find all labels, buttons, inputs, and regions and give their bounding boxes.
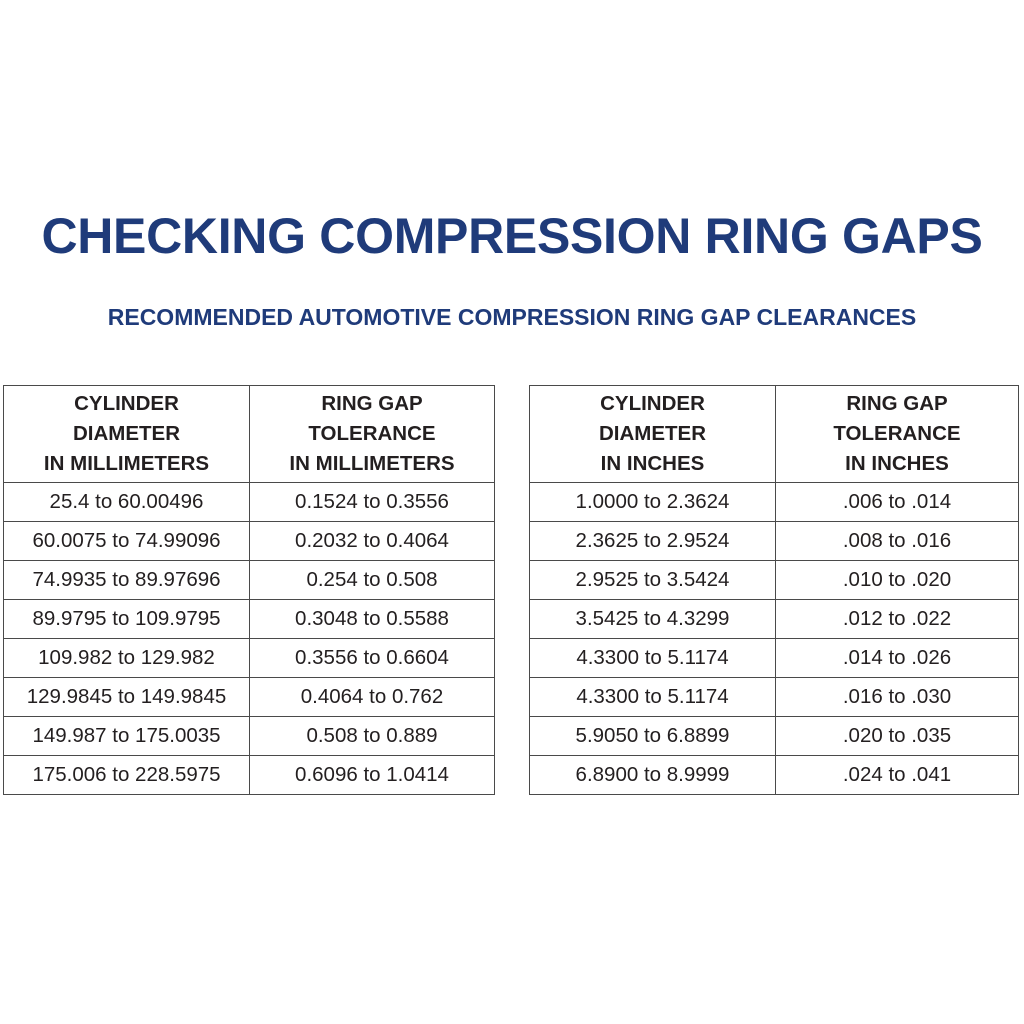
cylinder-diameter-cell: 74.9935 to 89.97696 bbox=[3, 560, 250, 600]
cylinder-diameter-cell: 5.9050 to 6.8899 bbox=[529, 716, 776, 756]
ring-gap-tolerance-header: RING GAP TOLERANCE IN MILLIMETERS bbox=[249, 385, 495, 483]
cylinder-diameter-cell: 4.3300 to 5.1174 bbox=[529, 638, 776, 678]
table-row: 149.987 to 175.0035 0.508 to 0.889 bbox=[3, 716, 495, 756]
ring-gap-tolerance-cell: 0.3556 to 0.6604 bbox=[249, 638, 495, 678]
cylinder-diameter-cell: 149.987 to 175.0035 bbox=[3, 716, 250, 756]
cylinder-diameter-cell: 60.0075 to 74.99096 bbox=[3, 521, 250, 561]
table-row: 1.0000 to 2.3624.006 to .014 bbox=[529, 482, 1019, 522]
ring-gap-tolerance-cell: .012 to .022 bbox=[775, 599, 1019, 639]
cylinder-diameter-header: CYLINDER DIAMETER IN MILLIMETERS bbox=[3, 385, 250, 483]
table-row: 4.3300 to 5.1174.016 to .030 bbox=[529, 677, 1019, 717]
ring-gap-tolerance-cell: 0.1524 to 0.3556 bbox=[249, 482, 495, 522]
table-row: 2.9525 to 3.5424.010 to .020 bbox=[529, 560, 1019, 600]
ring-gap-tolerance-cell: .024 to .041 bbox=[775, 755, 1019, 795]
header-line: RING GAP bbox=[321, 392, 423, 415]
table-row: 129.9845 to 149.9845 0.4064 to 0.762 bbox=[3, 677, 495, 717]
ring-gap-tolerance-cell: .008 to .016 bbox=[775, 521, 1019, 561]
header-line: IN INCHES bbox=[600, 452, 705, 475]
header-line: DIAMETER bbox=[72, 422, 181, 445]
ring-gap-tolerance-cell: 0.508 to 0.889 bbox=[249, 716, 495, 756]
header-line: CYLINDER bbox=[74, 392, 179, 415]
table-row: 3.5425 to 4.3299.012 to .022 bbox=[529, 599, 1019, 639]
cylinder-diameter-cell: 2.9525 to 3.5424 bbox=[529, 560, 776, 600]
header-line: IN MILLIMETERS bbox=[289, 452, 455, 475]
ring-gap-tolerance-cell: .020 to .035 bbox=[775, 716, 1019, 756]
cylinder-diameter-header: CYLINDER DIAMETER IN INCHES bbox=[529, 385, 776, 483]
page-title: CHECKING COMPRESSION RING GAPS bbox=[0, 206, 1024, 266]
header-row: CYLINDER DIAMETER IN INCHES RING GAP TOLERAN… bbox=[529, 385, 1019, 483]
header-line: CYLINDER bbox=[600, 392, 705, 415]
ring-gap-tolerance-cell: .014 to .026 bbox=[775, 638, 1019, 678]
imperial-ring-gap-table: CYLINDER DIAMETER IN INCHES RING GAP TOLERAN… bbox=[529, 385, 1019, 795]
cylinder-diameter-cell: 6.8900 to 8.9999 bbox=[529, 755, 776, 795]
header-line: IN MILLIMETERS bbox=[43, 452, 210, 475]
ring-gap-tolerance-cell: .016 to .030 bbox=[775, 677, 1019, 717]
page-subtitle: RECOMMENDED AUTOMOTIVE COMPRESSION RING … bbox=[107, 304, 917, 330]
table-row: 25.4 to 60.00496 0.1524 to 0.3556 bbox=[3, 482, 495, 522]
ring-gap-tolerance-cell: .010 to .020 bbox=[775, 560, 1019, 600]
table-row: 89.9795 to 109.9795 0.3048 to 0.5588 bbox=[3, 599, 495, 639]
table-row: 109.982 to 129.982 0.3556 to 0.6604 bbox=[3, 638, 495, 678]
header-row: CYLINDER DIAMETER IN MILLIMETERS RING GAP TO… bbox=[3, 385, 495, 483]
ring-gap-tolerance-cell: 0.254 to 0.508 bbox=[249, 560, 495, 600]
page-title-text: CHECKING COMPRESSION RING GAPS bbox=[41, 208, 983, 264]
cylinder-diameter-cell: 175.006 to 228.5975 bbox=[3, 755, 250, 795]
cylinder-diameter-cell: 4.3300 to 5.1174 bbox=[529, 677, 776, 717]
cylinder-diameter-cell: 89.9795 to 109.9795 bbox=[3, 599, 250, 639]
table-row: 2.3625 to 2.9524.008 to .016 bbox=[529, 521, 1019, 561]
ring-gap-tolerance-cell: 0.6096 to 1.0414 bbox=[249, 755, 495, 795]
table-row: 74.9935 to 89.97696 0.254 to 0.508 bbox=[3, 560, 495, 600]
table-row: 6.8900 to 8.9999.024 to .041 bbox=[529, 755, 1019, 795]
table-row: 175.006 to 228.5975 0.6096 to 1.0414 bbox=[3, 755, 495, 795]
ring-gap-tolerance-cell: 0.2032 to 0.4064 bbox=[249, 521, 495, 561]
metric-ring-gap-table: CYLINDER DIAMETER IN MILLIMETERS RING GAP TO… bbox=[3, 385, 495, 795]
cylinder-diameter-cell: 2.3625 to 2.9524 bbox=[529, 521, 776, 561]
table-row: 4.3300 to 5.1174.014 to .026 bbox=[529, 638, 1019, 678]
ring-gap-tolerance-cell: 0.3048 to 0.5588 bbox=[249, 599, 495, 639]
cylinder-diameter-cell: 129.9845 to 149.9845 bbox=[3, 677, 250, 717]
cylinder-diameter-cell: 3.5425 to 4.3299 bbox=[529, 599, 776, 639]
header-line: DIAMETER bbox=[598, 422, 707, 445]
cylinder-diameter-cell: 25.4 to 60.00496 bbox=[3, 482, 250, 522]
ring-gap-tolerance-cell: 0.4064 to 0.762 bbox=[249, 677, 495, 717]
table-row: 5.9050 to 6.8899.020 to .035 bbox=[529, 716, 1019, 756]
cylinder-diameter-cell: 109.982 to 129.982 bbox=[3, 638, 250, 678]
header-line: IN INCHES bbox=[845, 452, 949, 475]
header-line: TOLERANCE bbox=[833, 422, 961, 445]
ring-gap-tolerance-cell: .006 to .014 bbox=[775, 482, 1019, 522]
header-line: TOLERANCE bbox=[308, 422, 436, 445]
cylinder-diameter-cell: 1.0000 to 2.3624 bbox=[529, 482, 776, 522]
header-line: RING GAP bbox=[846, 392, 948, 415]
ring-gap-tolerance-header: RING GAP TOLERANCE IN INCHES bbox=[775, 385, 1019, 483]
table-row: 60.0075 to 74.99096 0.2032 to 0.4064 bbox=[3, 521, 495, 561]
